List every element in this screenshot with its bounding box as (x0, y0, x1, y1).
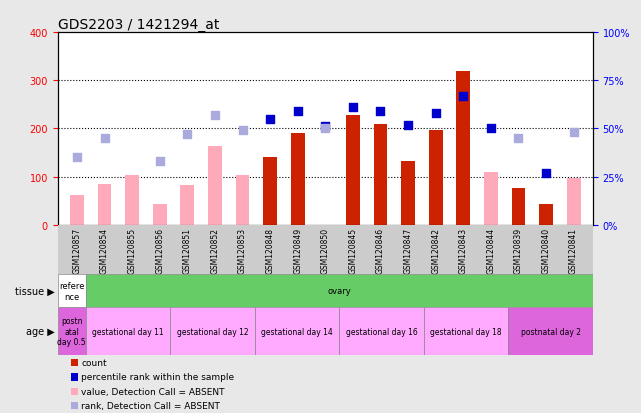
Text: GSM120844: GSM120844 (487, 228, 495, 273)
Text: GSM120846: GSM120846 (376, 228, 385, 273)
Point (320, 124, 331, 131)
Text: GSM120851: GSM120851 (183, 228, 192, 273)
Point (486, 126, 496, 132)
Point (154, 159, 165, 165)
Text: GSM120842: GSM120842 (431, 228, 440, 273)
Text: GSM120855: GSM120855 (128, 228, 137, 273)
Bar (58, 275, 86, 308)
Text: GSM120839: GSM120839 (514, 228, 523, 273)
Text: GSM120848: GSM120848 (265, 228, 274, 273)
Text: postnatal day 2: postnatal day 2 (520, 327, 581, 336)
Text: gestational day 16: gestational day 16 (345, 327, 417, 336)
Point (237, 128, 247, 134)
Bar (508, 308, 593, 355)
Point (376, 109, 386, 115)
Bar (567, 178, 581, 225)
Bar (424, 308, 508, 355)
Text: age ▶: age ▶ (26, 326, 54, 337)
Point (99, 135, 110, 142)
Point (458, 93, 469, 100)
Text: percentile rank within the sample: percentile rank within the sample (81, 373, 235, 381)
Bar (374, 124, 387, 225)
Bar (456, 71, 470, 225)
Bar (70, 195, 84, 225)
Text: tissue ▶: tissue ▶ (15, 286, 54, 296)
Text: GSM120847: GSM120847 (404, 228, 413, 273)
Bar (86, 308, 171, 355)
Bar (512, 188, 526, 225)
Text: ovary: ovary (328, 287, 351, 296)
Bar (181, 186, 194, 225)
Bar (125, 176, 139, 225)
Bar (291, 134, 304, 225)
Point (320, 126, 331, 132)
Text: gestational day 18: gestational day 18 (430, 327, 502, 336)
Text: gestational day 14: gestational day 14 (262, 327, 333, 336)
Bar (539, 204, 553, 225)
Bar (153, 205, 167, 225)
Text: gestational day 11: gestational day 11 (92, 327, 164, 336)
Bar (346, 116, 360, 225)
Text: postn
atal
day 0.5: postn atal day 0.5 (58, 317, 86, 346)
Point (292, 109, 303, 115)
Point (569, 130, 579, 136)
Point (72, 154, 82, 161)
Point (210, 112, 220, 119)
Bar (401, 161, 415, 225)
Text: GSM120856: GSM120856 (155, 228, 164, 273)
Text: value, Detection Call = ABSENT: value, Detection Call = ABSENT (81, 387, 224, 396)
Text: count: count (81, 358, 107, 367)
Text: GSM120841: GSM120841 (569, 228, 578, 273)
Bar (255, 308, 339, 355)
Text: gestational day 12: gestational day 12 (177, 327, 249, 336)
Point (403, 122, 413, 128)
Point (348, 104, 358, 111)
Bar (236, 175, 249, 225)
Point (431, 110, 441, 117)
Bar (208, 147, 222, 225)
Text: GSM120850: GSM120850 (320, 228, 330, 273)
Bar (171, 308, 255, 355)
Text: GSM120857: GSM120857 (72, 228, 81, 273)
Text: GSM120853: GSM120853 (238, 228, 247, 273)
Bar (263, 158, 277, 225)
Text: GDS2203 / 1421294_at: GDS2203 / 1421294_at (58, 18, 219, 32)
Text: GSM120852: GSM120852 (210, 228, 219, 273)
Point (541, 170, 551, 176)
Text: GSM120854: GSM120854 (100, 228, 109, 273)
Bar (97, 184, 112, 225)
Point (182, 131, 192, 138)
Bar (58, 308, 86, 355)
Text: GSM120840: GSM120840 (542, 228, 551, 273)
Point (513, 135, 524, 142)
Text: GSM120845: GSM120845 (349, 228, 358, 273)
Point (265, 116, 275, 123)
Bar (484, 172, 498, 225)
Text: GSM120843: GSM120843 (459, 228, 468, 273)
Text: refere
nce: refere nce (59, 282, 85, 301)
Text: GSM120849: GSM120849 (293, 228, 302, 273)
Text: rank, Detection Call = ABSENT: rank, Detection Call = ABSENT (81, 401, 220, 410)
Bar (339, 308, 424, 355)
Bar (429, 131, 442, 225)
